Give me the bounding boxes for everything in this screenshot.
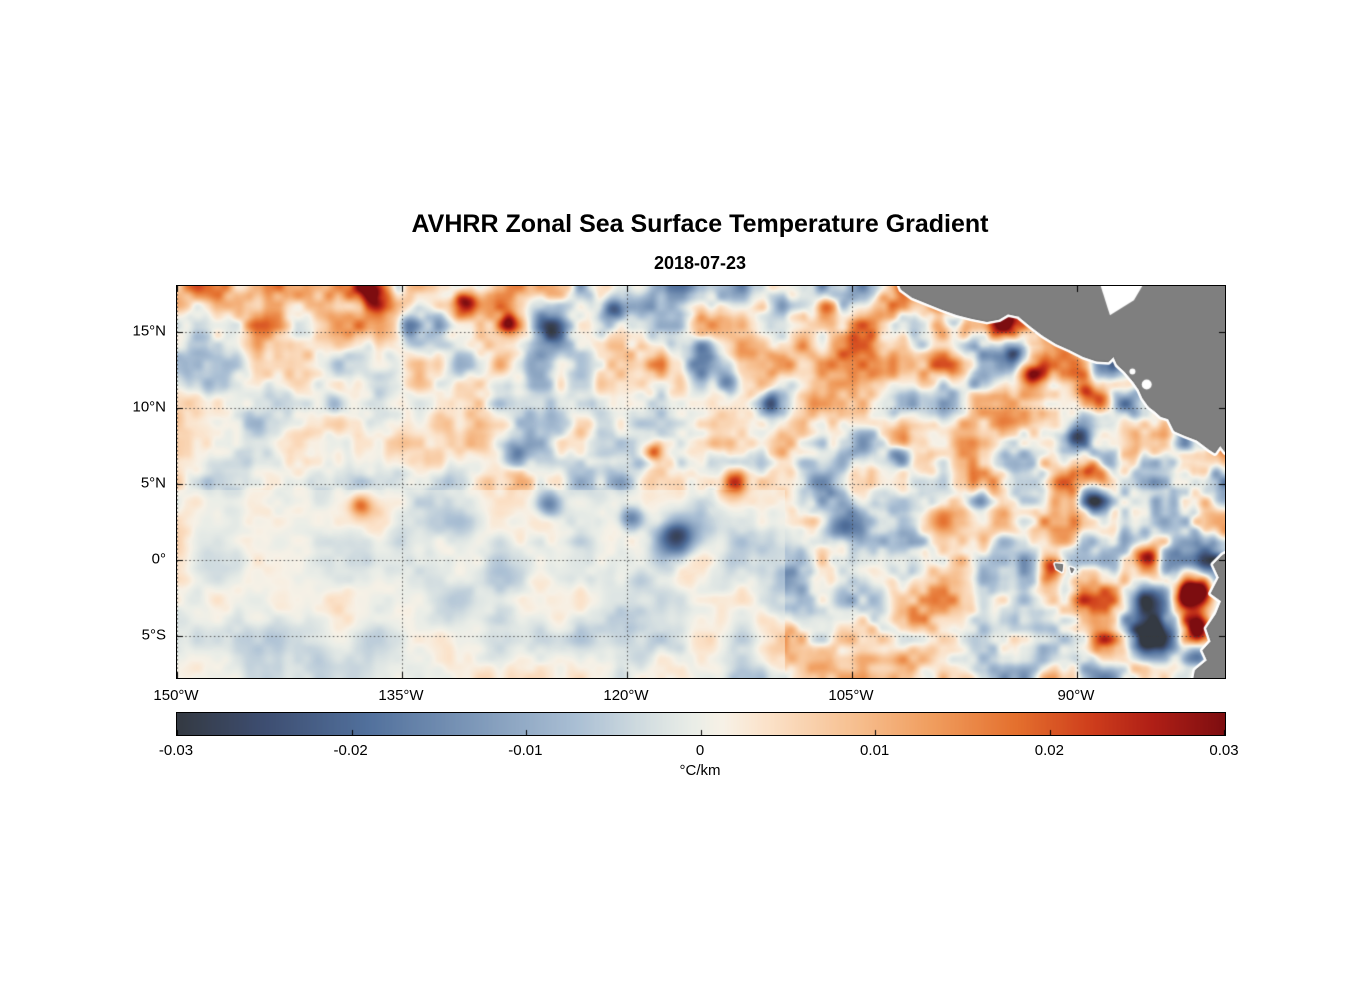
x-tick-label: 105°W: [828, 687, 874, 704]
colorbar-tick-label: -0.01: [508, 742, 543, 759]
figure-date-subtitle: 2018-07-23: [653, 253, 747, 273]
colorbar-tick-label: 0.02: [1034, 742, 1064, 759]
x-tick-label: 90°W: [1057, 687, 1095, 704]
y-tick-label: 5°S: [141, 626, 166, 644]
sst-gradient-heatmap: [177, 286, 1225, 678]
x-tick-label: 150°W: [153, 687, 199, 704]
colorbar-tick-label: -0.02: [333, 742, 368, 759]
map-plot-frame: [176, 285, 1226, 679]
y-tick-label: 15°N: [132, 322, 166, 340]
y-tick-label: 10°N: [132, 398, 166, 416]
colorbar-gradient: [177, 713, 1225, 735]
colorbar-tick-label: 0: [695, 742, 705, 759]
x-tick-label: 135°W: [378, 687, 424, 704]
colorbar-tick-label: -0.03: [158, 742, 194, 759]
y-tick-label: 0°: [151, 550, 166, 568]
figure-title: AVHRR Zonal Sea Surface Temperature Grad…: [411, 210, 989, 238]
x-tick-label: 120°W: [603, 687, 649, 704]
colorbar-frame: [176, 712, 1226, 736]
colorbar-tick-label: 0.01: [860, 742, 890, 759]
colorbar-tick-label: 0.03: [1209, 742, 1239, 759]
y-tick-label: 5°N: [140, 474, 166, 492]
colorbar-unit-label: °C/km: [679, 762, 721, 779]
